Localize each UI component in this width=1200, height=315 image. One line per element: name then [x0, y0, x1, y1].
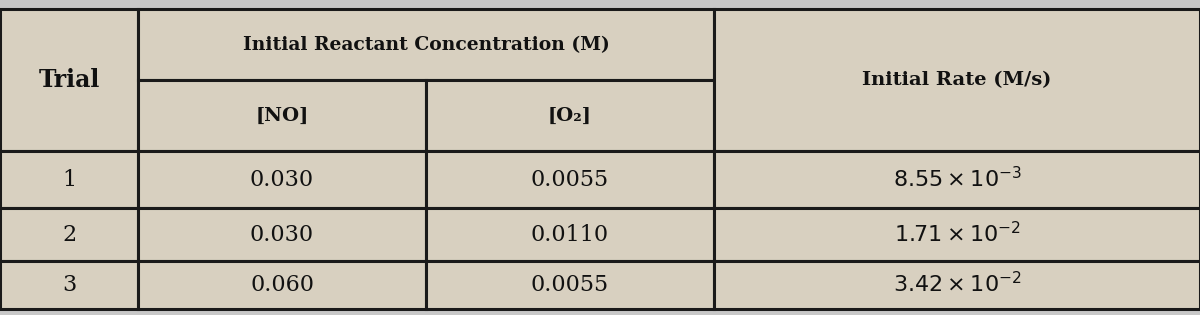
- Bar: [138, 261, 426, 309]
- Bar: [138, 151, 426, 208]
- Bar: [138, 9, 714, 80]
- Bar: [0, 261, 138, 309]
- Bar: [426, 151, 714, 208]
- Bar: [138, 208, 426, 261]
- Bar: [138, 80, 426, 151]
- Text: 0.030: 0.030: [250, 224, 314, 246]
- Text: 3: 3: [62, 274, 76, 296]
- Text: Initial Rate (M/s): Initial Rate (M/s): [863, 71, 1051, 89]
- Text: 1: 1: [62, 169, 76, 191]
- Bar: [714, 9, 1200, 151]
- Bar: [426, 208, 714, 261]
- Text: $1.71 \times 10^{-2}$: $1.71 \times 10^{-2}$: [894, 222, 1020, 247]
- Bar: [714, 208, 1200, 261]
- Bar: [0, 208, 138, 261]
- Bar: [426, 261, 714, 309]
- Bar: [0, 9, 138, 151]
- Text: 2: 2: [62, 224, 76, 246]
- Text: Initial Reactant Concentration (M): Initial Reactant Concentration (M): [242, 36, 610, 54]
- Bar: [426, 80, 714, 151]
- Text: Trial: Trial: [38, 68, 100, 92]
- Text: 0.0055: 0.0055: [530, 274, 610, 296]
- Text: $8.55 \times 10^{-3}$: $8.55 \times 10^{-3}$: [893, 167, 1021, 192]
- Text: [O₂]: [O₂]: [548, 107, 592, 125]
- Bar: [714, 261, 1200, 309]
- Text: 0.030: 0.030: [250, 169, 314, 191]
- Bar: [0, 151, 138, 208]
- Text: [NO]: [NO]: [256, 107, 308, 125]
- Bar: [714, 151, 1200, 208]
- Text: 0.060: 0.060: [250, 274, 314, 296]
- Text: 0.0110: 0.0110: [530, 224, 610, 246]
- Text: 0.0055: 0.0055: [530, 169, 610, 191]
- Text: $3.42 \times 10^{-2}$: $3.42 \times 10^{-2}$: [893, 272, 1021, 298]
